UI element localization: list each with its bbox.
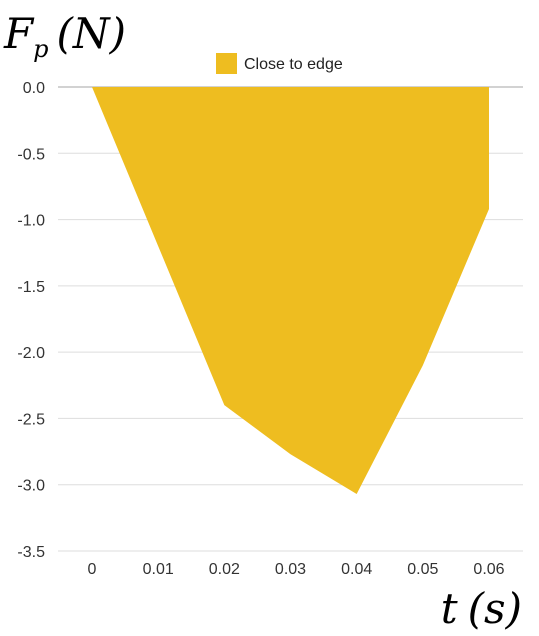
x-tick-label: 0.06: [473, 561, 504, 578]
x-axis-unit: (s): [468, 584, 522, 633]
x-tick-label: 0.01: [143, 561, 174, 578]
y-axis-subscript: p: [33, 35, 48, 63]
y-tick-label: -3.5: [17, 544, 45, 561]
y-tick-label: -1.5: [17, 279, 45, 296]
y-axis-unit: (N): [57, 9, 127, 58]
y-tick-label: 0.0: [23, 80, 45, 97]
y-tick-label: -2.5: [17, 411, 45, 428]
x-tick-label: 0: [88, 561, 97, 578]
y-axis-symbol: F: [3, 9, 35, 58]
x-tick-label: 0.04: [341, 561, 372, 578]
x-tick-label: 0.02: [209, 561, 240, 578]
x-axis-symbol: t: [441, 584, 458, 633]
y-tick-labels: 0.0 -0.5 -1.0 -1.5 -2.0 -2.5 -3.0 -3.5: [17, 80, 45, 561]
x-axis-title: t (s): [441, 584, 522, 633]
series-area-close-to-edge: [92, 87, 489, 494]
y-axis-title: Fp (N): [3, 9, 126, 63]
x-tick-label: 0.05: [407, 561, 438, 578]
legend-label: Close to edge: [244, 56, 343, 73]
y-tick-label: -2.0: [17, 345, 45, 362]
y-tick-label: -3.0: [17, 478, 45, 495]
x-tick-label: 0.03: [275, 561, 306, 578]
legend[interactable]: Close to edge: [216, 53, 343, 74]
y-tick-label: -1.0: [17, 213, 45, 230]
legend-swatch: [216, 53, 237, 74]
x-tick-labels: 0 0.01 0.02 0.03 0.04 0.05 0.06: [88, 561, 505, 578]
y-tick-label: -0.5: [17, 146, 45, 163]
area-layer: [92, 87, 489, 494]
